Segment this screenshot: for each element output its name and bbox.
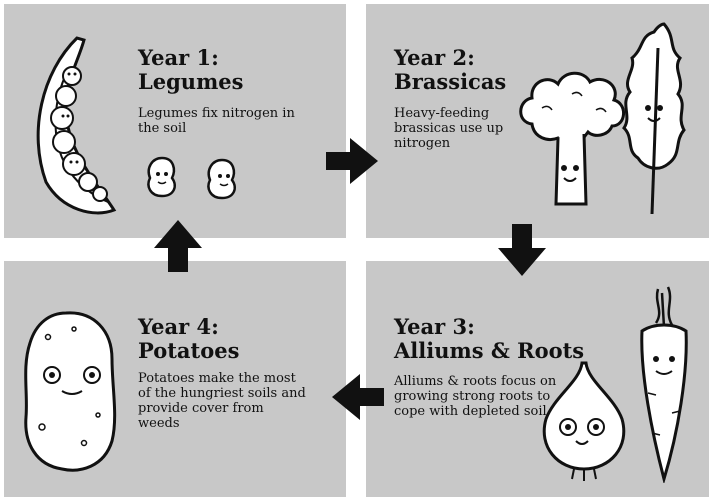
year2-description: Heavy-feeding brassicas use up nitrogen <box>394 106 504 151</box>
kale-icon <box>622 22 686 215</box>
year3-description: Alliums & roots focus on growing strong … <box>394 374 557 419</box>
potato-icon <box>24 311 117 472</box>
year4-panel: Year 4: Potatoes Potatoes make the most … <box>4 261 346 497</box>
year4-title-line2: Potatoes <box>138 338 240 363</box>
year3-title-line2: Alliums & Roots <box>394 338 585 363</box>
year1-description: Legumes fix nitrogen in the soil <box>138 106 295 136</box>
arrow-left-icon <box>332 374 384 420</box>
pea-icon <box>207 158 236 200</box>
year2-title-line1: Year 2: <box>394 45 475 70</box>
year1-title: Year 1: Legumes <box>138 46 243 94</box>
year2-title-line2: Brassicas <box>394 69 507 94</box>
broccoli-icon <box>519 71 625 206</box>
year1-title-line1: Year 1: <box>138 45 219 70</box>
year4-description: Potatoes make the most of the hungriest … <box>138 371 306 431</box>
arrow-up-icon <box>154 220 202 272</box>
year4-title: Year 4: Potatoes <box>138 315 239 363</box>
pea-icon <box>147 156 176 198</box>
year3-panel: Year 3: Alliums & Roots Alliums & roots … <box>366 261 709 497</box>
carrot-icon <box>640 286 688 483</box>
year1-title-line2: Legumes <box>138 69 244 94</box>
year3-title-line1: Year 3: <box>394 314 475 339</box>
arrow-down-icon <box>498 224 546 276</box>
year2-panel: Year 2: Brassicas Heavy-feeding brassica… <box>366 4 709 238</box>
arrow-right-icon <box>326 138 378 184</box>
year1-panel: Year 1: Legumes Legumes fix nitrogen in … <box>4 4 346 238</box>
year3-title: Year 3: Alliums & Roots <box>394 315 584 363</box>
year4-title-line1: Year 4: <box>138 314 219 339</box>
onion-icon <box>542 361 626 481</box>
year2-title: Year 2: Brassicas <box>394 46 506 94</box>
pea-pod-icon <box>36 36 117 215</box>
